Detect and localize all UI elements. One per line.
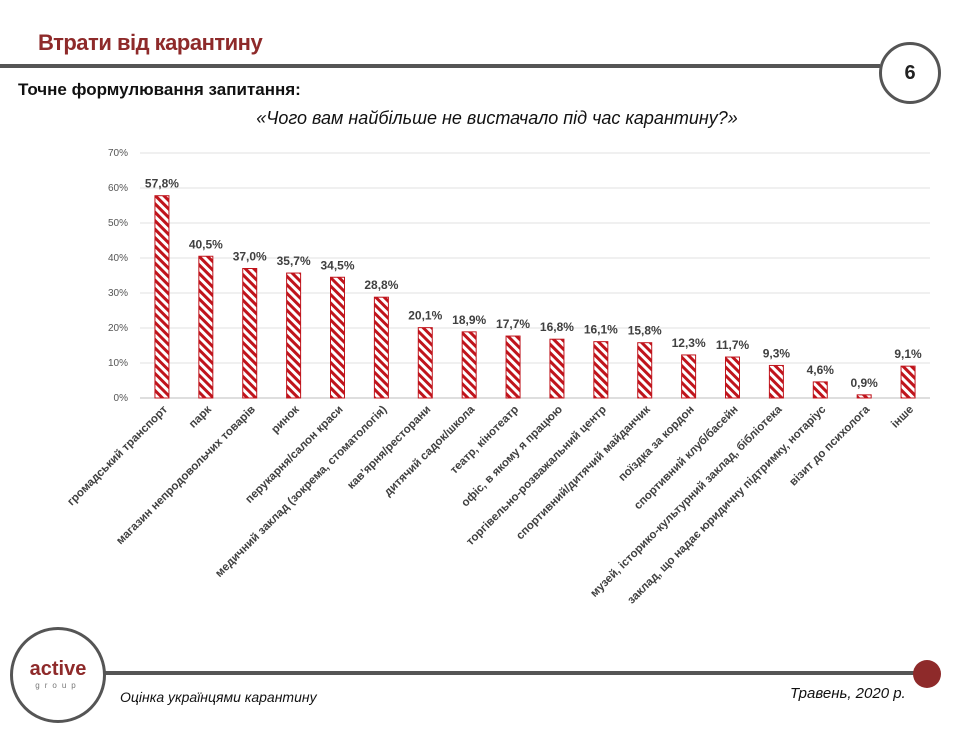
data-label: 35,7% (277, 254, 311, 268)
bar (417, 327, 433, 399)
data-label: 16,1% (584, 323, 618, 337)
y-tick-label: 40% (108, 253, 128, 264)
footer-divider (100, 671, 930, 675)
bar (812, 381, 828, 399)
y-tick-label: 10% (108, 358, 128, 369)
category-label: поїздка за кордон (617, 404, 697, 484)
bar (154, 195, 170, 399)
data-label: 18,9% (452, 313, 486, 327)
slide-title: Втрати від карантину (38, 30, 263, 55)
data-label: 12,3% (672, 336, 706, 350)
category-label: заклад, що надає юридичну підтримку, нот… (626, 403, 829, 606)
report-name: Оцінка українцями карантину (120, 689, 317, 705)
data-label: 40,5% (189, 237, 223, 251)
data-label: 11,7% (716, 338, 750, 352)
y-tick-label: 20% (108, 323, 128, 334)
bar (637, 342, 653, 399)
data-label: 9,1% (894, 347, 922, 361)
bar (900, 365, 916, 399)
category-label: магазин непродовольчих товарів (114, 404, 258, 548)
y-tick-label: 0% (114, 393, 129, 404)
page-number: 6 (879, 42, 941, 104)
data-label: 16,8% (540, 320, 574, 334)
bar (681, 354, 697, 399)
bar (549, 338, 565, 399)
category-label: інше (889, 404, 916, 431)
data-label: 37,0% (233, 250, 267, 264)
category-label: кав’ярня/ресторани (345, 404, 433, 492)
bar (242, 268, 258, 399)
bar (461, 331, 477, 399)
bar (505, 335, 521, 399)
bar (330, 276, 345, 399)
bar (198, 255, 214, 399)
data-label: 15,8% (628, 324, 662, 338)
data-label: 28,8% (364, 278, 398, 292)
bar (286, 272, 302, 399)
bar (373, 296, 389, 399)
category-label: дитячий садок/школа (382, 403, 478, 499)
data-label: 34,5% (320, 258, 354, 272)
category-label: громадський транспорт (65, 403, 170, 508)
data-label: 57,8% (145, 177, 179, 191)
footer-dot (913, 660, 941, 688)
bar (725, 356, 740, 399)
bar (856, 394, 872, 399)
y-tick-label: 70% (108, 148, 128, 159)
y-tick-label: 30% (108, 288, 128, 299)
category-label: візит до психолога (787, 403, 872, 488)
question-heading: Точне формулювання запитання: (18, 80, 301, 99)
y-tick-label: 60% (108, 183, 128, 194)
bar (593, 341, 609, 399)
data-label: 0,9% (850, 376, 878, 390)
y-tick-label: 50% (108, 218, 128, 229)
data-label: 17,7% (496, 317, 530, 331)
logo-sub-text: group (35, 681, 81, 690)
data-label: 9,3% (763, 346, 791, 360)
category-label: парк (187, 403, 214, 430)
header-divider (0, 64, 880, 68)
data-label: 20,1% (408, 309, 442, 323)
bar (768, 364, 784, 399)
report-date: Травень, 2020 р. (790, 685, 906, 702)
category-label: ринок (269, 403, 302, 436)
company-logo: active group (10, 627, 106, 723)
question-text: «Чого вам найбільше не вистачало під час… (256, 108, 738, 128)
data-label: 4,6% (807, 363, 835, 377)
logo-main-text: active (29, 658, 87, 680)
